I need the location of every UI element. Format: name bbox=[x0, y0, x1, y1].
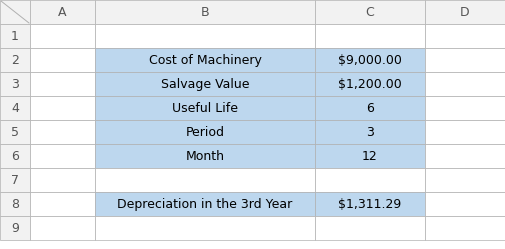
Bar bbox=[425, 216, 505, 240]
Text: C: C bbox=[366, 5, 374, 18]
Bar bbox=[315, 0, 425, 24]
Bar bbox=[95, 120, 315, 144]
Bar bbox=[425, 48, 505, 72]
Text: D: D bbox=[460, 5, 470, 18]
Bar bbox=[315, 144, 425, 168]
Bar bbox=[95, 0, 315, 24]
Bar bbox=[0, 0, 30, 24]
Text: Depreciation in the 3rd Year: Depreciation in the 3rd Year bbox=[117, 197, 292, 210]
Text: 5: 5 bbox=[11, 125, 19, 138]
Bar bbox=[95, 144, 315, 168]
Bar bbox=[0, 168, 30, 192]
Bar bbox=[315, 24, 425, 48]
Bar bbox=[95, 216, 315, 240]
Text: 6: 6 bbox=[11, 149, 19, 163]
Text: Cost of Machinery: Cost of Machinery bbox=[148, 54, 262, 66]
Text: B: B bbox=[200, 5, 209, 18]
Bar bbox=[0, 96, 30, 120]
Text: Month: Month bbox=[185, 149, 225, 163]
Text: 3: 3 bbox=[11, 77, 19, 90]
Bar bbox=[425, 24, 505, 48]
Bar bbox=[315, 216, 425, 240]
Bar bbox=[0, 72, 30, 96]
Bar bbox=[425, 96, 505, 120]
Bar bbox=[30, 24, 95, 48]
Bar bbox=[0, 120, 30, 144]
Bar bbox=[95, 72, 315, 96]
Bar bbox=[315, 168, 425, 192]
Bar bbox=[30, 120, 95, 144]
Bar bbox=[30, 144, 95, 168]
Bar bbox=[0, 216, 30, 240]
Bar bbox=[95, 24, 315, 48]
Text: $1,200.00: $1,200.00 bbox=[338, 77, 402, 90]
Text: A: A bbox=[58, 5, 67, 18]
Bar bbox=[315, 120, 425, 144]
Bar bbox=[425, 168, 505, 192]
Text: 9: 9 bbox=[11, 222, 19, 235]
Bar bbox=[95, 192, 315, 216]
Bar bbox=[315, 72, 425, 96]
Bar bbox=[30, 192, 95, 216]
Text: $1,311.29: $1,311.29 bbox=[338, 197, 401, 210]
Bar bbox=[30, 0, 95, 24]
Bar bbox=[30, 168, 95, 192]
Bar bbox=[30, 72, 95, 96]
Bar bbox=[0, 144, 30, 168]
Bar bbox=[425, 72, 505, 96]
Bar bbox=[95, 96, 315, 120]
Bar bbox=[425, 0, 505, 24]
Bar bbox=[95, 168, 315, 192]
Text: 8: 8 bbox=[11, 197, 19, 210]
Bar bbox=[315, 192, 425, 216]
Bar bbox=[315, 96, 425, 120]
Bar bbox=[95, 48, 315, 72]
Text: 2: 2 bbox=[11, 54, 19, 66]
Text: 12: 12 bbox=[362, 149, 378, 163]
Text: 7: 7 bbox=[11, 174, 19, 187]
Bar bbox=[425, 120, 505, 144]
Bar bbox=[315, 48, 425, 72]
Text: 4: 4 bbox=[11, 102, 19, 115]
Bar bbox=[30, 96, 95, 120]
Bar bbox=[30, 216, 95, 240]
Bar bbox=[0, 192, 30, 216]
Text: Useful Life: Useful Life bbox=[172, 102, 238, 115]
Bar bbox=[0, 24, 30, 48]
Text: Salvage Value: Salvage Value bbox=[161, 77, 249, 90]
Text: 6: 6 bbox=[366, 102, 374, 115]
Bar bbox=[425, 144, 505, 168]
Text: 3: 3 bbox=[366, 125, 374, 138]
Text: Period: Period bbox=[185, 125, 225, 138]
Text: $9,000.00: $9,000.00 bbox=[338, 54, 402, 66]
Bar bbox=[0, 48, 30, 72]
Bar bbox=[30, 48, 95, 72]
Bar bbox=[425, 192, 505, 216]
Text: 1: 1 bbox=[11, 29, 19, 43]
